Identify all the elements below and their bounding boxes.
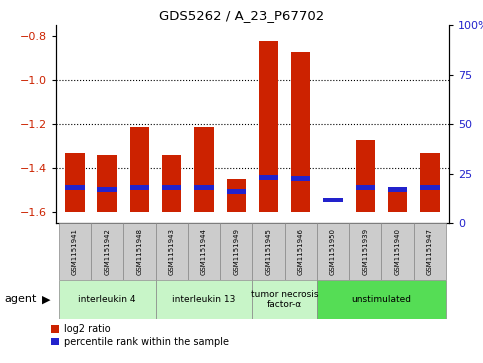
Bar: [355, 185, 375, 190]
Bar: [323, 197, 343, 202]
Legend: log2 ratio, percentile rank within the sample: log2 ratio, percentile rank within the s…: [51, 324, 229, 347]
Bar: [91, 223, 123, 280]
Bar: [59, 223, 91, 280]
Bar: [162, 155, 182, 212]
Bar: [291, 176, 311, 181]
Bar: [227, 179, 246, 212]
Text: GSM1151940: GSM1151940: [395, 228, 400, 275]
Text: agent: agent: [5, 294, 37, 305]
Text: GSM1151939: GSM1151939: [362, 228, 369, 275]
Text: GSM1151943: GSM1151943: [169, 228, 175, 275]
Bar: [59, 280, 156, 319]
Bar: [130, 127, 149, 212]
Bar: [388, 190, 407, 212]
Bar: [420, 153, 440, 212]
Bar: [220, 223, 253, 280]
Text: tumor necrosis
factor-α: tumor necrosis factor-α: [251, 290, 318, 309]
Bar: [130, 185, 149, 190]
Text: GSM1151947: GSM1151947: [427, 228, 433, 275]
Bar: [156, 280, 253, 319]
Text: GSM1151944: GSM1151944: [201, 228, 207, 275]
Bar: [382, 223, 414, 280]
Bar: [227, 189, 246, 193]
Text: interleukin 4: interleukin 4: [78, 295, 136, 304]
Bar: [253, 223, 284, 280]
Bar: [65, 153, 85, 212]
Bar: [355, 140, 375, 212]
Bar: [291, 52, 311, 212]
Text: GDS5262 / A_23_P67702: GDS5262 / A_23_P67702: [159, 9, 324, 22]
Text: unstimulated: unstimulated: [352, 295, 412, 304]
Bar: [65, 185, 85, 190]
Bar: [194, 185, 213, 190]
Text: GSM1151949: GSM1151949: [233, 228, 239, 275]
Bar: [420, 185, 440, 190]
Bar: [253, 280, 317, 319]
Text: interleukin 13: interleukin 13: [172, 295, 236, 304]
Bar: [388, 187, 407, 192]
Bar: [414, 223, 446, 280]
Text: GSM1151946: GSM1151946: [298, 228, 304, 275]
Bar: [162, 185, 182, 190]
Bar: [98, 155, 117, 212]
Bar: [259, 175, 278, 179]
Bar: [194, 127, 213, 212]
Bar: [259, 41, 278, 212]
Bar: [98, 187, 117, 192]
Text: GSM1151941: GSM1151941: [72, 228, 78, 275]
Bar: [123, 223, 156, 280]
Bar: [188, 223, 220, 280]
Bar: [156, 223, 188, 280]
Text: GSM1151945: GSM1151945: [266, 228, 271, 275]
Bar: [349, 223, 382, 280]
Text: GSM1151948: GSM1151948: [136, 228, 142, 275]
Text: ▶: ▶: [42, 294, 50, 305]
Bar: [284, 223, 317, 280]
Bar: [317, 280, 446, 319]
Bar: [317, 223, 349, 280]
Text: GSM1151950: GSM1151950: [330, 228, 336, 275]
Text: GSM1151942: GSM1151942: [104, 228, 110, 275]
